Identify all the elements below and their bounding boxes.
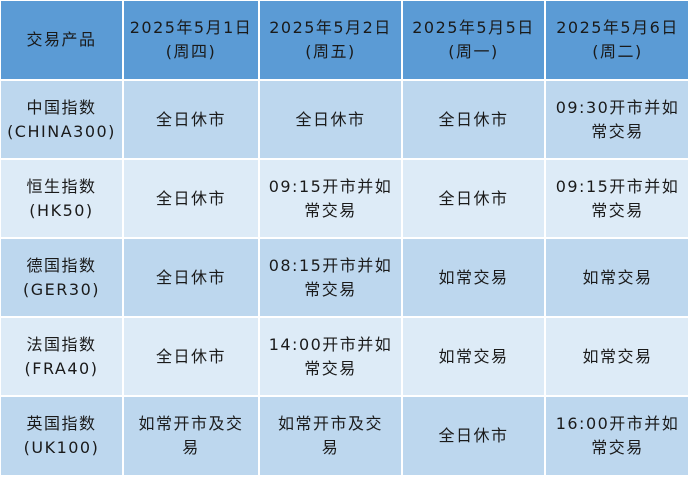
table-cell: 全日休市 <box>124 81 258 158</box>
table-cell: 如常开市及交 易 <box>124 397 258 475</box>
product-cell: 中国指数 (CHINA300) <box>1 81 122 158</box>
table-cell: 全日休市 <box>403 160 544 237</box>
table-cell: 全日休市 <box>403 397 544 475</box>
header-product: 交易产品 <box>1 1 122 79</box>
table-cell: 14:00开市并如 常交易 <box>260 318 401 395</box>
header-date: 2025年5月6日 (周二) <box>546 1 688 79</box>
table-cell: 如常交易 <box>403 318 544 395</box>
table-cell: 如常交易 <box>403 239 544 316</box>
header-date: 2025年5月2日 (周五) <box>260 1 401 79</box>
table-cell: 如常交易 <box>546 239 688 316</box>
table-cell: 如常交易 <box>546 318 688 395</box>
header-date: 2025年5月5日 (周一) <box>403 1 544 79</box>
table-cell: 08:15开市并如 常交易 <box>260 239 401 316</box>
table-cell: 全日休市 <box>124 160 258 237</box>
table-cell: 如常开市及交 易 <box>260 397 401 475</box>
table-cell: 16:00开市并如 常交易 <box>546 397 688 475</box>
table-cell: 09:30开市并如 常交易 <box>546 81 688 158</box>
header-date: 2025年5月1日 (周四) <box>124 1 258 79</box>
table-cell: 09:15开市并如 常交易 <box>260 160 401 237</box>
product-cell: 法国指数 (FRA40) <box>1 318 122 395</box>
table-cell: 全日休市 <box>403 81 544 158</box>
product-cell: 德国指数 (GER30) <box>1 239 122 316</box>
table-cell: 全日休市 <box>124 239 258 316</box>
product-cell: 英国指数 (UK100) <box>1 397 122 475</box>
table-cell: 09:15开市并如 常交易 <box>546 160 688 237</box>
table-cell: 全日休市 <box>260 81 401 158</box>
table-cell: 全日休市 <box>124 318 258 395</box>
product-cell: 恒生指数 (HK50) <box>1 160 122 237</box>
